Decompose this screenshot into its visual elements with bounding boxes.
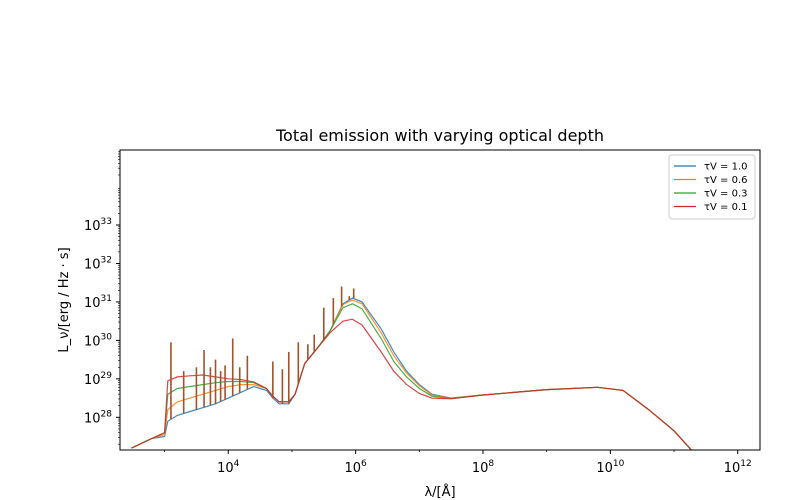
y-tick-label: 1033 bbox=[84, 217, 112, 234]
y-axis-label: L_ν/[erg / Hz · s] bbox=[57, 247, 72, 352]
chart-title: Total emission with varying optical dept… bbox=[275, 126, 604, 145]
y-tick-label: 1031 bbox=[84, 294, 112, 311]
y-tick-label: 1028 bbox=[84, 409, 112, 426]
y-tick-label: 1029 bbox=[84, 371, 112, 388]
emission-lines bbox=[170, 286, 355, 420]
legend-label-3: τV = 0.1 bbox=[704, 202, 748, 213]
x-axis-label: λ/[Å] bbox=[424, 484, 455, 500]
legend-label-1: τV = 0.6 bbox=[704, 175, 748, 186]
x-tick-label: 1012 bbox=[724, 459, 752, 476]
y-axis: 1028 1029 1030 1031 1032 1033 bbox=[84, 151, 120, 445]
x-axis: 104 106 108 1010 1012 bbox=[164, 450, 752, 476]
plot-area-frame bbox=[119, 149, 761, 451]
x-tick-label: 104 bbox=[217, 459, 240, 476]
series-line-3 bbox=[131, 318, 693, 450]
y-tick-label: 1032 bbox=[84, 255, 112, 272]
y-tick-label: 1030 bbox=[84, 332, 112, 349]
legend-label-0: τV = 1.0 bbox=[704, 162, 748, 173]
series-lines bbox=[131, 297, 693, 450]
x-tick-label: 108 bbox=[472, 459, 495, 476]
legend-box bbox=[668, 154, 756, 220]
x-tick-label: 106 bbox=[344, 459, 367, 476]
legend-label-2: τV = 0.3 bbox=[704, 189, 748, 200]
x-tick-label: 1010 bbox=[596, 459, 624, 476]
legend: τV = 1.0 τV = 0.6 τV = 0.3 τV = 0.1 bbox=[668, 154, 756, 220]
